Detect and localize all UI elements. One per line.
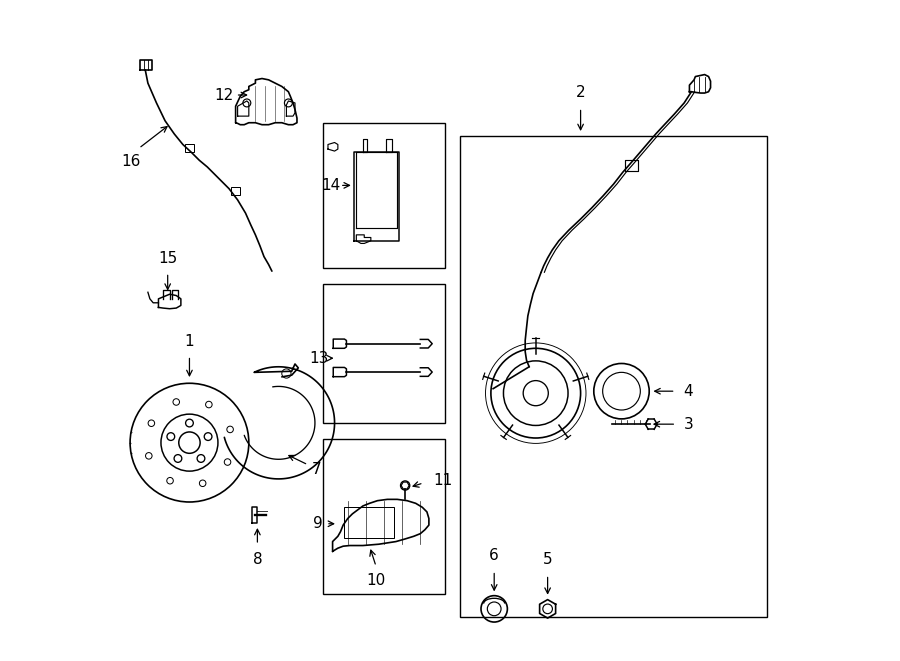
Text: 1: 1 [184, 334, 194, 349]
Text: 12: 12 [215, 87, 234, 102]
Text: 3: 3 [684, 416, 694, 432]
Text: 5: 5 [543, 552, 553, 566]
Text: 11: 11 [433, 473, 452, 488]
Text: 9: 9 [313, 516, 323, 531]
Text: 4: 4 [683, 383, 693, 399]
Bar [184, 144, 194, 152]
Text: 14: 14 [321, 178, 341, 193]
Text: 13: 13 [310, 351, 329, 366]
Text: 15: 15 [158, 251, 177, 266]
Text: 6: 6 [490, 548, 500, 563]
Bar [323, 440, 446, 594]
Bar [460, 136, 767, 617]
Bar [345, 506, 394, 538]
Bar [323, 123, 446, 268]
Bar [231, 186, 240, 194]
Text: 10: 10 [366, 573, 386, 588]
Bar [323, 284, 446, 423]
Text: 16: 16 [122, 154, 140, 169]
Text: 2: 2 [576, 85, 585, 100]
Text: 8: 8 [253, 552, 262, 567]
Text: 7: 7 [312, 462, 321, 477]
